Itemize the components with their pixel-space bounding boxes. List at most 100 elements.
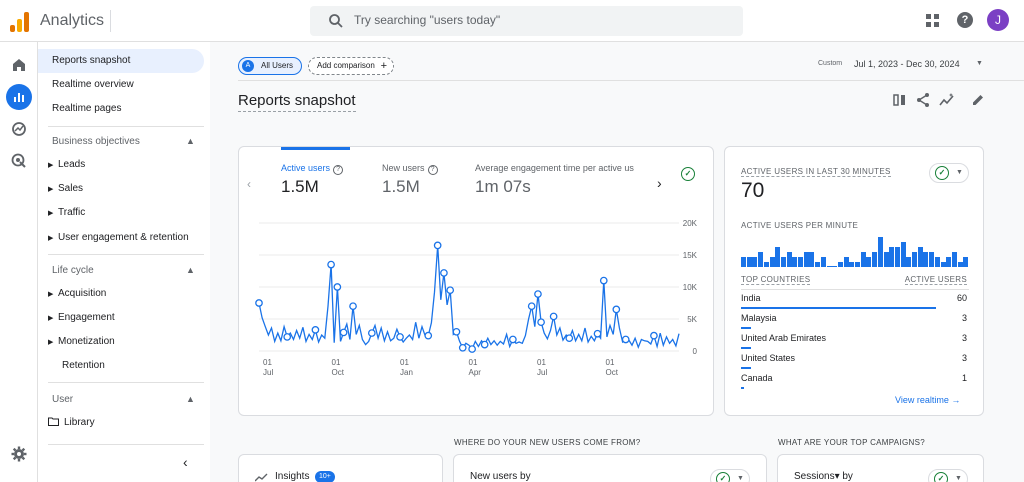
minute-bar[interactable] (946, 257, 952, 267)
help-icon[interactable]: ? (957, 12, 973, 28)
apps-grid-icon[interactable] (926, 14, 940, 28)
minute-bar[interactable] (934, 257, 940, 267)
minute-bar[interactable] (883, 252, 889, 267)
advertising-icon[interactable] (10, 152, 28, 170)
share-icon[interactable] (915, 92, 931, 108)
nav-library[interactable]: Library (48, 417, 95, 428)
campaigns-quality-dropdown[interactable]: ✓ ▼ (928, 469, 968, 482)
date-range-picker[interactable]: Jul 1, 2023 - Dec 30, 2024 (854, 59, 960, 69)
nav-realtime-pages[interactable]: Realtime pages (52, 103, 122, 114)
insights-card[interactable]: Insights 10+ (238, 454, 443, 482)
nav-acquisition[interactable]: ▶ Acquisition (48, 288, 106, 299)
minute-bar[interactable] (809, 252, 815, 267)
insights-sparkle-icon[interactable] (939, 92, 955, 108)
minute-bar[interactable] (866, 257, 872, 267)
minute-bar[interactable] (820, 257, 826, 267)
collapse-nav-chevron-icon[interactable]: ‹ (183, 454, 188, 470)
minute-bar[interactable] (872, 252, 878, 267)
minute-bar[interactable] (741, 257, 746, 267)
minute-bar[interactable] (894, 247, 900, 267)
minute-bar[interactable] (780, 257, 786, 267)
minute-bar[interactable] (769, 257, 775, 267)
minute-bar[interactable] (752, 257, 758, 267)
minute-bar[interactable] (803, 252, 809, 267)
search-bar[interactable]: Try searching "users today" (310, 6, 743, 36)
minute-bar[interactable] (923, 252, 929, 267)
country-share-bar (741, 367, 751, 369)
col-top-countries[interactable]: TOP COUNTRIES (741, 275, 811, 285)
section-business-objectives[interactable]: Business objectives (52, 136, 140, 147)
chevron-up-icon[interactable]: ▲ (186, 136, 195, 146)
next-metrics-arrow-icon[interactable]: › (657, 175, 662, 191)
minute-bar[interactable] (940, 262, 946, 267)
nav-realtime-overview[interactable]: Realtime overview (52, 79, 134, 90)
search-input[interactable]: Try searching "users today" (354, 13, 501, 27)
realtime-title[interactable]: ACTIVE USERS IN LAST 30 MINUTES (741, 167, 891, 177)
minute-bar[interactable] (849, 262, 855, 267)
minute-bar[interactable] (906, 257, 912, 267)
minute-bar[interactable] (786, 252, 792, 267)
minute-bar[interactable] (860, 252, 866, 267)
nav-traffic[interactable]: ▶ Traffic (48, 207, 85, 218)
help-question-icon[interactable]: ? (427, 165, 438, 175)
col-active-users[interactable]: ACTIVE USERS (904, 275, 967, 285)
minute-bar[interactable] (889, 247, 895, 267)
nav-engagement[interactable]: ▶ Engagement (48, 312, 115, 323)
minute-bar[interactable] (792, 257, 798, 267)
minute-bar[interactable] (758, 252, 764, 267)
minute-bar[interactable] (900, 242, 906, 267)
nav-sales[interactable]: ▶ Sales (48, 183, 83, 194)
nav-leads[interactable]: ▶ Leads (48, 159, 85, 170)
minute-bar[interactable] (746, 257, 752, 267)
minute-bar[interactable] (815, 262, 821, 267)
explore-icon[interactable] (10, 120, 28, 138)
chevron-up-icon[interactable]: ▲ (186, 394, 195, 404)
minute-bar[interactable] (929, 252, 935, 267)
minute-bar[interactable] (855, 262, 860, 267)
minute-bar[interactable] (843, 257, 849, 267)
add-comparison-button[interactable]: Add comparison + (308, 57, 394, 75)
minute-bar[interactable] (912, 252, 917, 267)
app-title[interactable]: Analytics (40, 12, 105, 29)
minute-bar[interactable] (963, 257, 969, 267)
comparison-chip-all-users[interactable]: A All Users (238, 57, 302, 75)
metric-tab-new-users[interactable]: New users? (382, 163, 438, 175)
new-users-by-label[interactable]: New users by (470, 471, 531, 482)
minute-bar[interactable] (877, 237, 883, 267)
section-user[interactable]: User (52, 394, 74, 405)
x-tick-label: 01 (332, 358, 341, 367)
minute-bar[interactable] (832, 266, 838, 267)
home-icon[interactable] (10, 56, 28, 74)
previous-metrics-arrow-icon[interactable]: ‹ (247, 177, 251, 191)
metric-tab-avg-engagement[interactable]: Average engagement time per active us (475, 163, 634, 173)
chevron-down-icon[interactable]: ▼ (976, 60, 983, 67)
nav-reports-snapshot[interactable]: Reports snapshot (38, 49, 204, 73)
chevron-up-icon[interactable]: ▲ (186, 265, 195, 275)
reports-icon-active[interactable] (6, 84, 32, 110)
sessions-by-dropdown[interactable]: Sessions▾ by (794, 471, 853, 482)
avatar[interactable]: J (987, 9, 1009, 31)
minute-bar[interactable] (763, 262, 769, 267)
compare-columns-icon[interactable] (892, 92, 908, 108)
minute-bar[interactable] (775, 247, 781, 267)
minute-bar[interactable] (837, 262, 843, 267)
edit-pencil-icon[interactable] (970, 92, 986, 108)
minute-bar[interactable] (826, 266, 832, 267)
minute-bar[interactable] (798, 257, 803, 267)
help-question-icon[interactable]: ? (333, 165, 344, 175)
section-life-cycle[interactable]: Life cycle (52, 265, 94, 276)
page-title: Reports snapshot (238, 92, 356, 112)
nav-user-engagement[interactable]: ▶ User engagement & retention (48, 232, 189, 243)
settings-gear-icon[interactable] (10, 445, 28, 463)
data-quality-check-icon[interactable]: ✓ (681, 167, 695, 181)
realtime-quality-dropdown[interactable]: ✓ ▼ (929, 163, 969, 183)
minute-bar[interactable] (917, 247, 923, 267)
minute-bar[interactable] (957, 262, 963, 267)
minute-bar[interactable] (951, 252, 957, 267)
new-users-quality-dropdown[interactable]: ✓ ▼ (710, 469, 750, 482)
nav-retention[interactable]: Retention (62, 360, 105, 371)
metric-tab-active-users[interactable]: Active users? (281, 163, 344, 175)
analytics-logo-icon[interactable] (10, 12, 30, 32)
view-realtime-link[interactable]: View realtime → (895, 395, 960, 405)
nav-monetization[interactable]: ▶ Monetization (48, 336, 115, 347)
